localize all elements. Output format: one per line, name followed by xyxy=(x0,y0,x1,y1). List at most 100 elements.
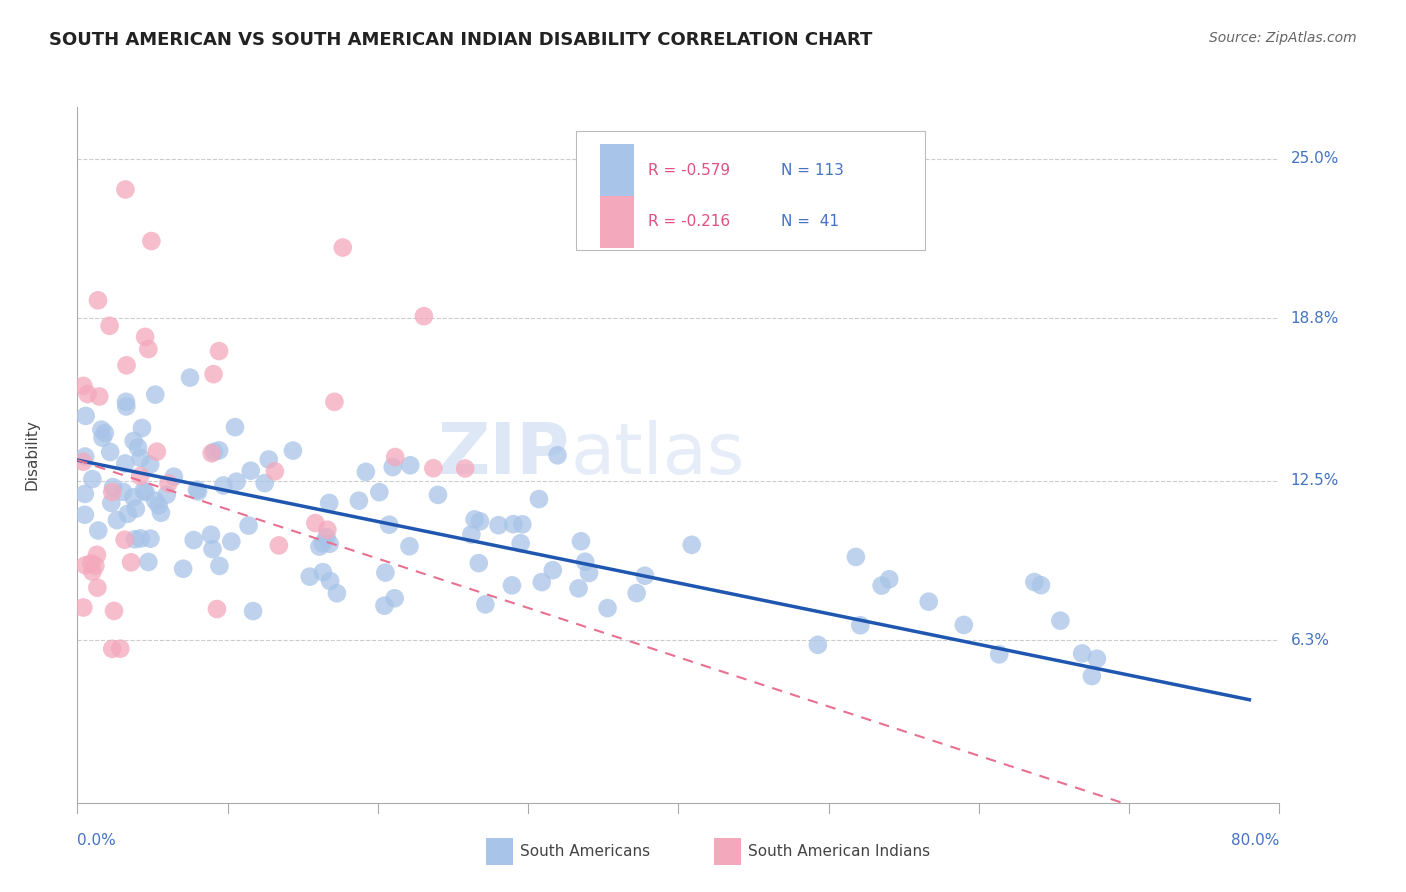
Point xyxy=(681,538,703,552)
Point xyxy=(202,367,225,381)
Text: 12.5%: 12.5% xyxy=(1291,473,1339,488)
Point xyxy=(318,496,340,510)
Text: 25.0%: 25.0% xyxy=(1291,151,1339,166)
Point xyxy=(149,506,172,520)
Text: SOUTH AMERICAN VS SOUTH AMERICAN INDIAN DISABILITY CORRELATION CHART: SOUTH AMERICAN VS SOUTH AMERICAN INDIAN … xyxy=(49,31,873,49)
Bar xyxy=(600,195,634,248)
Point xyxy=(98,318,121,333)
Point xyxy=(384,450,406,464)
Point xyxy=(179,370,201,384)
Point xyxy=(131,421,153,435)
Point xyxy=(468,556,491,570)
Point xyxy=(312,565,335,579)
Point xyxy=(80,557,103,571)
Point xyxy=(242,604,264,618)
Point xyxy=(100,496,122,510)
Point xyxy=(129,532,152,546)
Point xyxy=(90,423,112,437)
Point xyxy=(509,536,531,550)
Point xyxy=(129,469,152,483)
Point xyxy=(122,434,145,448)
Point xyxy=(115,359,138,373)
Point xyxy=(225,475,247,489)
Point xyxy=(378,517,401,532)
Point xyxy=(86,581,108,595)
Point xyxy=(953,618,976,632)
Text: atlas: atlas xyxy=(571,420,745,490)
Point xyxy=(332,241,354,255)
Point xyxy=(384,591,406,606)
Point xyxy=(82,472,104,486)
Point xyxy=(82,565,104,579)
Point xyxy=(136,555,159,569)
Point xyxy=(567,582,589,596)
Point xyxy=(75,558,97,573)
Point xyxy=(143,387,166,401)
Point xyxy=(634,568,657,582)
Point xyxy=(139,458,162,472)
Point xyxy=(89,390,111,404)
Point xyxy=(101,485,124,500)
Point xyxy=(373,599,395,613)
Text: Disability: Disability xyxy=(24,419,39,491)
Point xyxy=(1029,578,1052,592)
FancyBboxPatch shape xyxy=(576,131,925,250)
Point xyxy=(87,293,110,308)
Point xyxy=(510,517,533,532)
Point xyxy=(103,604,125,618)
Point xyxy=(200,527,222,541)
Point xyxy=(502,517,524,532)
Point xyxy=(530,575,553,590)
Text: 80.0%: 80.0% xyxy=(1232,833,1279,848)
Point xyxy=(354,465,377,479)
Point xyxy=(75,450,97,464)
Point xyxy=(75,409,97,423)
Point xyxy=(427,488,450,502)
Point xyxy=(115,400,138,414)
Point xyxy=(374,566,396,580)
Point xyxy=(569,534,592,549)
Text: 0.0%: 0.0% xyxy=(77,833,117,848)
Point xyxy=(84,558,107,573)
Text: 6.3%: 6.3% xyxy=(1291,633,1330,648)
Point xyxy=(877,572,900,586)
Point xyxy=(172,562,194,576)
Point xyxy=(257,452,280,467)
Point xyxy=(398,539,420,553)
Point xyxy=(399,458,422,473)
Text: R = -0.216: R = -0.216 xyxy=(648,214,731,229)
Point xyxy=(127,441,149,455)
Point xyxy=(626,586,648,600)
Text: South American Indians: South American Indians xyxy=(748,844,931,859)
Point xyxy=(163,469,186,483)
Point xyxy=(139,532,162,546)
Point xyxy=(224,420,246,434)
Point xyxy=(134,330,156,344)
Bar xyxy=(714,838,741,865)
Point xyxy=(1071,647,1094,661)
Point xyxy=(381,460,404,475)
Text: 18.8%: 18.8% xyxy=(1291,310,1339,326)
Point xyxy=(132,483,155,498)
Point xyxy=(201,542,224,557)
Point xyxy=(918,595,941,609)
Point xyxy=(98,445,121,459)
Point xyxy=(318,537,340,551)
Point xyxy=(208,344,231,359)
Point xyxy=(114,533,136,547)
Point xyxy=(474,598,496,612)
Point xyxy=(845,549,868,564)
Point xyxy=(368,485,391,500)
Point xyxy=(323,395,346,409)
Point xyxy=(72,600,94,615)
Point xyxy=(156,488,179,502)
Bar xyxy=(486,838,513,865)
Point xyxy=(212,478,235,492)
Point xyxy=(148,499,170,513)
Point xyxy=(547,448,569,462)
Point xyxy=(347,493,370,508)
Point xyxy=(114,457,136,471)
Point xyxy=(319,574,342,588)
Point xyxy=(1085,651,1108,665)
Point xyxy=(129,450,152,465)
